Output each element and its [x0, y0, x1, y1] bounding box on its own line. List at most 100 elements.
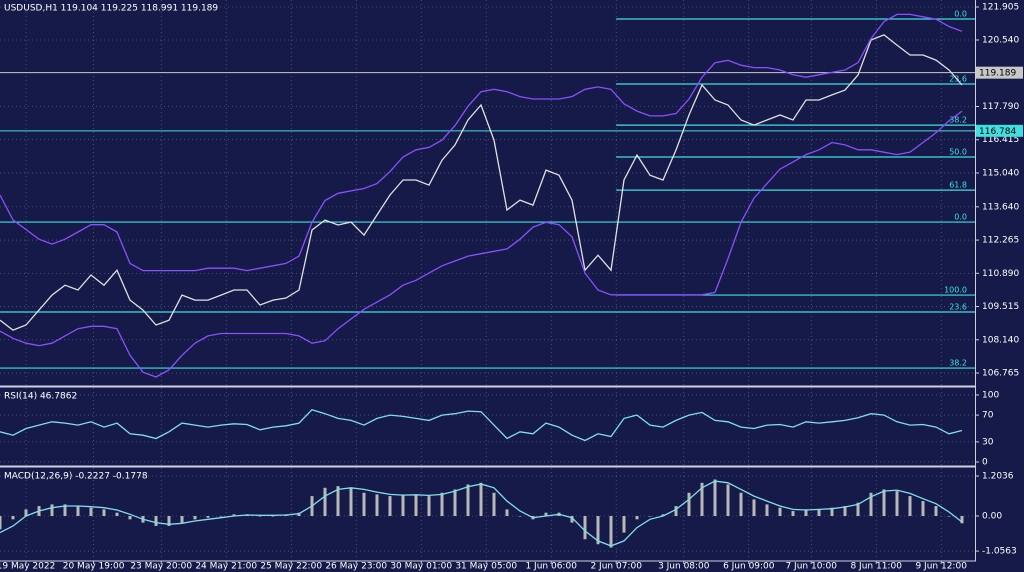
histogram-bar — [492, 492, 496, 517]
series-line — [0, 34, 963, 331]
histogram-bar — [895, 491, 899, 517]
histogram-bar — [258, 516, 262, 517]
x-tick-label: 30 May 01:00 — [390, 562, 452, 572]
histogram-bar — [687, 492, 691, 517]
price-box-label: 116.784 — [979, 127, 1016, 137]
level-label: 0.0 — [954, 213, 967, 222]
histogram-bar — [583, 516, 587, 540]
x-tick-label: 9 Jun 12:00 — [915, 562, 967, 572]
histogram-bar — [206, 516, 210, 518]
series-line — [0, 480, 963, 547]
fib-label: 61.8 — [949, 181, 967, 190]
histogram-bar — [115, 512, 119, 517]
histogram-bar — [336, 486, 340, 517]
histogram-bar — [765, 504, 769, 517]
x-tick-label: 20 May 19:00 — [63, 562, 125, 572]
fib-label: 0.0 — [954, 9, 967, 18]
histogram-bar — [362, 492, 366, 517]
histogram-bar — [570, 516, 574, 523]
histogram-bar — [180, 516, 184, 523]
histogram-bar — [427, 496, 431, 517]
y-tick-label: 109.515 — [982, 302, 1019, 312]
y-tick-label: 117.790 — [982, 102, 1019, 112]
histogram-bar — [401, 494, 405, 517]
series-line — [0, 13, 963, 272]
y-tick-label: 1.2036 — [982, 472, 1014, 482]
y-tick-label: 0 — [982, 457, 988, 467]
price-box-label: 119.189 — [979, 69, 1016, 79]
histogram-bar — [0, 516, 2, 530]
histogram-bar — [700, 482, 704, 517]
histogram-bar — [323, 487, 327, 517]
fib-label: 100.0 — [944, 286, 967, 295]
panel-title: RSI(14) 46.7862 — [4, 392, 77, 402]
y-tick-label: 110.890 — [982, 269, 1019, 279]
x-tick-label: 31 May 05:00 — [455, 562, 517, 572]
y-tick-label: 112.265 — [982, 236, 1019, 246]
histogram-bar — [388, 496, 392, 517]
histogram-bar — [817, 509, 821, 517]
y-tick-label: 30 — [982, 437, 994, 447]
y-tick-label: 116.415 — [982, 135, 1019, 145]
fib-label: 50.0 — [949, 148, 967, 157]
histogram-bar — [739, 492, 743, 517]
x-tick-label: 2 Jun 07:00 — [590, 562, 642, 572]
histogram-bar — [778, 507, 782, 517]
fib-label: 23.6 — [949, 75, 967, 84]
histogram-bar — [648, 516, 652, 517]
y-tick-label: 113.640 — [982, 202, 1019, 212]
x-tick-label: 1 Jun 06:00 — [525, 562, 577, 572]
series-line — [0, 408, 963, 442]
histogram-bar — [414, 494, 418, 517]
y-tick-label: 0.00 — [982, 512, 1002, 522]
histogram-bar — [804, 509, 808, 517]
histogram-bar — [934, 506, 938, 517]
x-tick-label: 8 Jun 11:00 — [850, 562, 902, 572]
histogram-bar — [63, 504, 67, 517]
series-line — [0, 110, 963, 378]
histogram-bar — [544, 512, 548, 517]
histogram-bar — [843, 506, 847, 517]
histogram-bar — [856, 502, 860, 517]
y-tick-label: 108.140 — [982, 335, 1019, 345]
histogram-bar — [947, 516, 951, 517]
histogram-bar — [440, 492, 444, 517]
histogram-bar — [453, 489, 457, 517]
level-label: 23.6 — [949, 302, 967, 311]
y-tick-label: 100 — [982, 390, 999, 400]
histogram-bar — [466, 484, 470, 517]
y-tick-label: 70 — [982, 411, 994, 421]
histogram-bar — [128, 516, 132, 520]
histogram-bar — [921, 501, 925, 517]
x-tick-label: 23 May 20:00 — [130, 562, 192, 572]
x-tick-label: 6 Jun 09:00 — [723, 562, 775, 572]
histogram-bar — [271, 516, 275, 517]
x-tick-label: 7 Jun 10:00 — [785, 562, 837, 572]
histogram-bar — [596, 516, 600, 545]
histogram-bar — [76, 506, 80, 517]
price-box — [976, 124, 1023, 137]
histogram-bar — [505, 509, 509, 517]
y-tick-label: -1.0563 — [982, 547, 1017, 557]
histogram-bar — [830, 507, 834, 517]
price-box — [976, 66, 1023, 79]
histogram-bar — [167, 516, 171, 526]
histogram-bar — [622, 516, 626, 533]
histogram-bar — [882, 489, 886, 517]
y-tick-label: 120.540 — [982, 36, 1019, 46]
histogram-bar — [375, 494, 379, 517]
histogram-bar — [661, 514, 665, 517]
histogram-bar — [674, 506, 678, 517]
histogram-bar — [908, 496, 912, 517]
x-tick-label: 24 May 21:00 — [195, 562, 257, 572]
fib-label: 38.2 — [949, 116, 967, 125]
histogram-bar — [89, 507, 93, 517]
y-tick-label: 121.905 — [982, 3, 1019, 13]
histogram-bar — [713, 479, 717, 517]
histogram-bar — [219, 516, 223, 517]
panel-title: USDUSD,H1 119.104 119.225 118.991 119.18… — [4, 4, 218, 14]
x-tick-label: 3 Jun 08:00 — [658, 562, 710, 572]
